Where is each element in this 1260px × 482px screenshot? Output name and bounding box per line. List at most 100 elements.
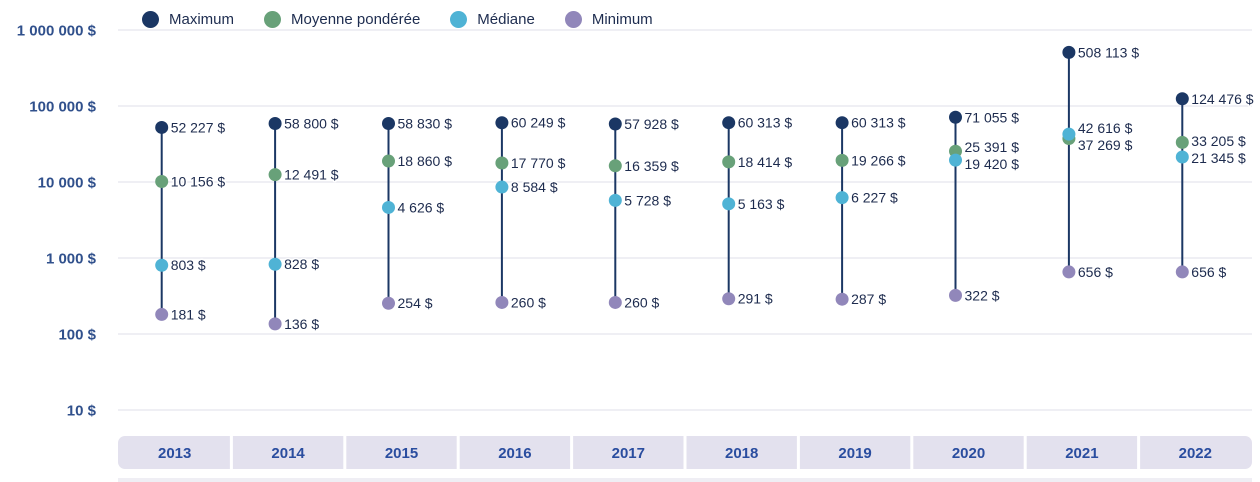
data-label: 25 391 $ xyxy=(965,139,1020,155)
point-2017-2 xyxy=(608,193,622,207)
point-2017-3 xyxy=(608,295,622,309)
point-2018-1 xyxy=(722,155,736,169)
data-label: 508 113 $ xyxy=(1078,44,1139,60)
data-label: 5 163 $ xyxy=(738,196,785,212)
x-axis-label-2014: 2014 xyxy=(271,445,305,462)
data-label: 291 $ xyxy=(738,291,773,307)
point-2014-2 xyxy=(268,257,282,271)
x-axis-label-2019: 2019 xyxy=(838,445,871,462)
x-axis-label-2017: 2017 xyxy=(612,445,645,462)
point-2013-0 xyxy=(155,120,169,134)
data-label: 322 $ xyxy=(965,287,1000,303)
point-2020-3 xyxy=(949,288,962,302)
point-2016-2 xyxy=(495,180,509,194)
data-label: 260 $ xyxy=(624,294,659,310)
x-axis-label-2018: 2018 xyxy=(725,445,758,462)
legend-label: Moyenne pondérée xyxy=(291,11,421,28)
legend-dot-maximum xyxy=(142,11,159,28)
data-label: 10 156 $ xyxy=(171,173,226,189)
legend-item-minimum[interactable]: Minimum xyxy=(564,11,653,28)
point-2022-0 xyxy=(1175,92,1189,106)
data-label: 60 313 $ xyxy=(738,115,793,131)
point-2021-3 xyxy=(1062,265,1076,279)
point-2022-2 xyxy=(1175,150,1189,164)
legend-dot-minimum xyxy=(564,11,582,28)
data-label: 287 $ xyxy=(851,291,886,307)
point-2013-1 xyxy=(155,174,169,188)
band-separator xyxy=(456,436,460,469)
y-axis-tick: 1 000 $ xyxy=(46,251,97,268)
data-label: 58 830 $ xyxy=(398,116,453,132)
point-2016-0 xyxy=(495,116,509,130)
point-2015-1 xyxy=(382,154,395,168)
x-axis-label-2022: 2022 xyxy=(1179,445,1212,462)
y-axis-tick: 10 000 $ xyxy=(38,175,97,192)
point-2017-1 xyxy=(608,159,622,173)
legend-label: Médiane xyxy=(477,11,535,28)
point-2013-2 xyxy=(155,258,169,272)
point-2019-3 xyxy=(835,292,849,306)
data-label: 33 205 $ xyxy=(1191,133,1246,149)
point-2015-2 xyxy=(382,200,395,214)
data-label: 5 728 $ xyxy=(624,192,671,208)
data-label: 71 055 $ xyxy=(965,109,1020,125)
data-label: 656 $ xyxy=(1078,264,1113,280)
y-axis-tick: 100 $ xyxy=(58,327,96,344)
point-2020-2 xyxy=(949,153,962,167)
point-2014-1 xyxy=(268,168,282,182)
data-label: 4 626 $ xyxy=(398,199,445,215)
data-label: 21 345 $ xyxy=(1191,150,1246,166)
data-label: 37 269 $ xyxy=(1078,137,1133,153)
point-2020-0 xyxy=(949,110,962,124)
legend-item-mediane[interactable]: Médiane xyxy=(450,11,535,28)
data-label: 803 $ xyxy=(171,257,206,273)
band-separator xyxy=(796,436,800,469)
band-separator xyxy=(910,436,914,469)
point-2022-3 xyxy=(1175,265,1189,279)
data-label: 136 $ xyxy=(284,316,319,332)
legend-dot-moyenne-ponderee xyxy=(264,11,282,28)
legend-label: Maximum xyxy=(169,11,235,28)
data-label: 828 $ xyxy=(284,256,319,272)
band-separator xyxy=(570,436,574,469)
point-2022-1 xyxy=(1175,135,1189,149)
data-label: 181 $ xyxy=(171,306,206,322)
x-axis-label-2015: 2015 xyxy=(385,445,418,462)
band-separator xyxy=(343,436,347,469)
data-label: 18 414 $ xyxy=(738,154,793,170)
data-label: 12 491 $ xyxy=(284,167,339,183)
y-axis-tick: 10 $ xyxy=(67,403,97,420)
point-2015-0 xyxy=(382,117,395,131)
data-label: 60 313 $ xyxy=(851,115,906,131)
point-2021-0 xyxy=(1062,45,1076,59)
point-2015-3 xyxy=(382,296,395,310)
data-label: 19 420 $ xyxy=(965,156,1020,172)
legend-item-moyenne-ponderee[interactable]: Moyenne pondérée xyxy=(264,11,420,28)
data-label: 254 $ xyxy=(398,295,433,311)
x-axis-label-2016: 2016 xyxy=(498,445,531,462)
legend-item-maximum[interactable]: Maximum xyxy=(142,11,234,28)
data-label: 124 476 $ xyxy=(1191,91,1253,107)
point-2016-1 xyxy=(495,156,509,170)
point-2019-1 xyxy=(835,153,849,167)
band-separator xyxy=(1137,436,1141,469)
data-label: 16 359 $ xyxy=(624,158,679,174)
point-2013-3 xyxy=(155,307,169,321)
point-2018-0 xyxy=(722,116,736,130)
data-label: 19 266 $ xyxy=(851,152,906,168)
point-2014-0 xyxy=(268,117,282,131)
data-label: 58 800 $ xyxy=(284,116,339,132)
y-axis-tick: 1 000 000 $ xyxy=(17,23,97,40)
data-label: 656 $ xyxy=(1191,264,1226,280)
point-2018-2 xyxy=(722,197,736,211)
data-label: 8 584 $ xyxy=(511,179,558,195)
data-label: 52 227 $ xyxy=(171,119,226,135)
legend-label: Minimum xyxy=(591,11,653,28)
data-label: 6 227 $ xyxy=(851,190,898,206)
legend-dot-mediane xyxy=(450,11,468,28)
band-separator xyxy=(1023,436,1027,469)
y-axis-tick: 100 000 $ xyxy=(29,99,96,116)
band-separator xyxy=(683,436,687,469)
